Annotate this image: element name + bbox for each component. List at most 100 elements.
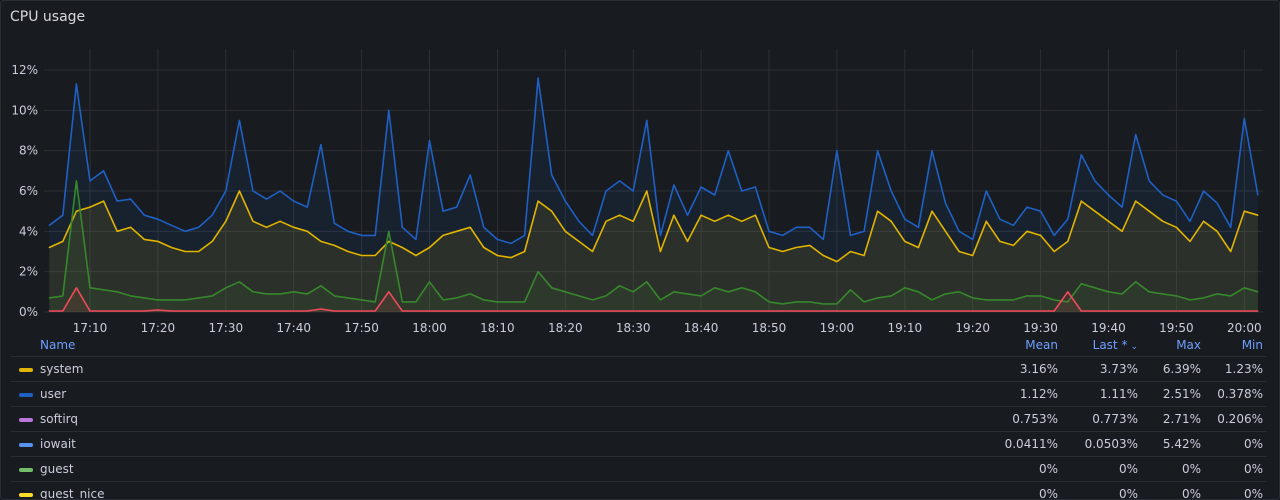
data-point (1189, 240, 1191, 243)
data-point (686, 310, 689, 312)
data-point (619, 285, 621, 287)
legend-row-user[interactable]: user 1.12% 1.11% 2.51% 0.378% (11, 382, 1267, 407)
data-point (496, 238, 498, 240)
data-point (401, 301, 403, 303)
data-point (157, 299, 159, 301)
data-point (456, 206, 458, 208)
data-point (985, 220, 987, 222)
data-point (795, 310, 797, 312)
series-mean: 1.12% (1019, 387, 1058, 401)
data-point (374, 254, 376, 257)
data-point (605, 295, 607, 297)
data-point (619, 180, 621, 182)
series-name[interactable]: iowait (40, 437, 76, 451)
series-color-swatch[interactable] (19, 443, 33, 447)
series-name[interactable]: user (40, 387, 67, 401)
series-min: 0.378% (1217, 387, 1263, 401)
data-point (1026, 310, 1028, 312)
data-point (469, 293, 471, 295)
data-point (415, 310, 417, 312)
data-point (931, 299, 933, 301)
series-mean: 3.16% (1019, 362, 1058, 376)
data-point (333, 310, 336, 312)
series-name[interactable]: guest_nice (40, 487, 105, 500)
data-point (1040, 310, 1042, 312)
data-point (1189, 310, 1191, 312)
data-point (238, 190, 240, 192)
data-point (877, 297, 879, 299)
data-point (1012, 310, 1015, 312)
data-point (619, 214, 621, 216)
data-point (496, 301, 498, 303)
data-point (578, 295, 580, 297)
data-point (265, 198, 268, 200)
legend-row-softirq[interactable]: softirq 0.753% 0.773% 2.71% 0.206% (11, 407, 1267, 432)
data-point (89, 310, 91, 312)
y-tick-label: 2% (19, 265, 38, 279)
x-tick-label: 19:20 (955, 321, 990, 335)
data-point (673, 184, 675, 186)
data-point (483, 246, 485, 249)
x-tick-label: 19:00 (820, 321, 855, 335)
legend-row-guest[interactable]: guest 0% 0% 0% 0% (11, 457, 1267, 482)
data-point (768, 230, 770, 232)
data-point (1094, 287, 1096, 289)
data-point (415, 254, 417, 257)
data-point (836, 303, 838, 305)
data-point (551, 310, 553, 312)
data-point (143, 238, 145, 240)
legend-row-iowait[interactable]: iowait 0.0411% 0.0503% 5.42% 0% (11, 432, 1267, 457)
y-tick-label: 12% (11, 63, 38, 77)
series-color-swatch[interactable] (19, 468, 33, 472)
data-point (700, 295, 702, 297)
header-mean[interactable]: Mean (1025, 338, 1058, 352)
y-tick-label: 4% (19, 224, 38, 238)
data-point (252, 190, 254, 192)
header-name[interactable]: Name (40, 338, 76, 352)
header-last-label: Last * (1092, 338, 1128, 352)
series-color-swatch[interactable] (19, 493, 33, 497)
series-line-series-2 (49, 180, 1259, 305)
series-last: 0% (1118, 487, 1138, 500)
data-point (306, 206, 308, 208)
series-name[interactable]: system (40, 362, 84, 376)
data-point (781, 303, 784, 305)
series-color-swatch[interactable] (19, 368, 33, 372)
series-mean: 0.0411% (1004, 437, 1058, 451)
legend-header: Name Mean Last * ⌄ Max Min (11, 335, 1267, 357)
x-tick-label: 18:50 (752, 321, 787, 335)
data-point (795, 301, 797, 303)
data-point (673, 310, 675, 312)
header-last[interactable]: Last * ⌄ (1093, 338, 1138, 352)
legend-row-guest-nice[interactable]: guest_nice 0% 0% 0% 0% (11, 482, 1267, 500)
series-last: 0.773% (1092, 412, 1138, 426)
series-max: 2.71% (1162, 412, 1201, 426)
data-point (605, 310, 607, 312)
data-point (428, 246, 431, 249)
panel-title[interactable]: CPU usage (10, 9, 86, 25)
data-point (768, 246, 770, 249)
data-point (225, 310, 227, 312)
series-color-swatch[interactable] (19, 418, 33, 422)
data-point (361, 310, 363, 312)
cpu-usage-chart[interactable]: 0% 2% 4% 6% 8% 10% 12% 17:10 17:20 17:30 17:40 17:5… (1, 1, 1280, 336)
data-point (320, 240, 322, 243)
data-point (62, 240, 64, 243)
data-point (904, 310, 906, 312)
header-min[interactable]: Min (1241, 338, 1263, 352)
data-point (456, 297, 458, 299)
header-max[interactable]: Max (1176, 338, 1201, 352)
series-color-swatch[interactable] (19, 393, 33, 397)
y-tick-label: 6% (19, 184, 38, 198)
series-max: 5.42% (1162, 437, 1201, 451)
data-point (999, 240, 1001, 243)
data-point (374, 301, 376, 303)
data-point (102, 289, 105, 291)
series-name[interactable]: softirq (40, 412, 78, 426)
data-point (361, 254, 363, 257)
series-name[interactable]: guest (40, 462, 74, 476)
legend-row-system[interactable]: system 3.16% 3.73% 6.39% 1.23% (11, 357, 1267, 382)
data-point (102, 200, 105, 202)
data-point (1067, 291, 1069, 293)
